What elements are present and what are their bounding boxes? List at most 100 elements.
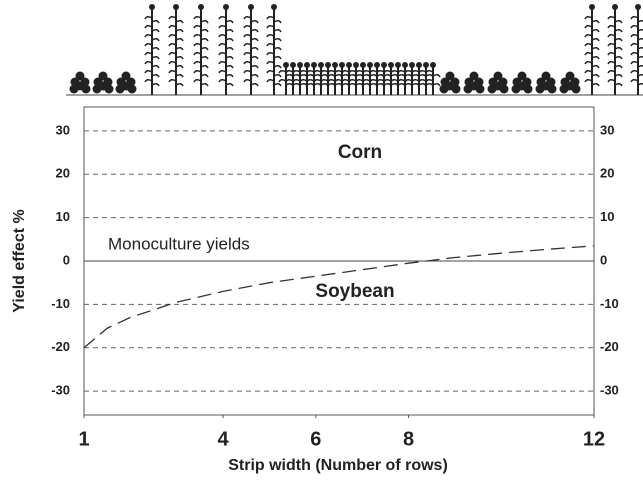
corn-icon [584, 51, 600, 60]
corn-icon [304, 62, 310, 68]
corn-icon [193, 78, 209, 87]
corn-icon [243, 15, 259, 24]
corn-icon [218, 15, 234, 24]
soy-icon [469, 81, 479, 91]
corn-icon [218, 42, 234, 51]
corn-icon [144, 42, 160, 51]
corn-icon [248, 4, 254, 10]
corn-icon [144, 60, 160, 69]
corn-icon [395, 62, 401, 68]
corn-icon [168, 51, 184, 60]
corn-icon [168, 78, 184, 87]
soy-icon [75, 81, 85, 91]
corn-icon [607, 51, 623, 60]
corn-icon [607, 15, 623, 24]
soy-icon [517, 81, 527, 91]
corn-icon [584, 24, 600, 33]
corn-icon [243, 51, 259, 60]
corn-icon [193, 33, 209, 42]
corn-icon [243, 78, 259, 87]
series-label: Soybean [315, 281, 394, 302]
corn-icon [144, 51, 160, 60]
corn-icon [607, 42, 623, 51]
y-tick-label: 20 [56, 166, 70, 181]
corn-icon [297, 62, 303, 68]
y-tick-label: 10 [600, 209, 614, 224]
corn-icon [290, 62, 296, 68]
corn-icon [584, 60, 600, 69]
corn-icon [612, 4, 618, 10]
series-label: Corn [338, 142, 382, 163]
corn-icon [168, 42, 184, 51]
x-tick-label: 1 [78, 428, 89, 450]
corn-icon [168, 15, 184, 24]
corn-icon [589, 4, 595, 10]
annotation: Monoculture yields [108, 234, 250, 253]
soy-icon [541, 81, 551, 91]
corn-icon [318, 62, 324, 68]
corn-icon [218, 33, 234, 42]
corn-icon [271, 4, 277, 10]
corn-icon [168, 24, 184, 33]
corn-icon [584, 15, 600, 24]
corn-icon [243, 24, 259, 33]
y-tick-label: -20 [51, 339, 70, 354]
corn-icon [584, 33, 600, 42]
corn-icon [381, 62, 387, 68]
corn-icon [149, 4, 155, 10]
corn-icon [223, 4, 229, 10]
corn-icon [193, 42, 209, 51]
corn-icon [584, 42, 600, 51]
corn-icon [630, 78, 643, 86]
corn-icon [353, 62, 359, 68]
corn-icon [630, 24, 643, 32]
corn-icon [311, 62, 317, 68]
x-tick-label: 12 [583, 428, 605, 450]
corn-icon [388, 62, 394, 68]
corn-icon [243, 69, 259, 78]
corn-icon [325, 62, 331, 68]
corn-icon [607, 24, 623, 33]
x-tick-label: 8 [403, 428, 414, 450]
soy-icon [121, 81, 131, 91]
corn-icon [266, 51, 282, 60]
corn-icon [425, 78, 441, 87]
corn-icon [409, 62, 415, 68]
corn-icon [144, 24, 160, 33]
y-tick-label: -10 [600, 296, 619, 311]
y-tick-label: 0 [600, 252, 607, 267]
soy-icon [565, 81, 575, 91]
soy-icon [75, 71, 85, 81]
corn-icon [332, 62, 338, 68]
corn-icon [339, 62, 345, 68]
corn-icon [630, 69, 643, 77]
y-tick-label: -30 [51, 383, 70, 398]
plant-icons [66, 4, 643, 96]
corn-icon [266, 78, 282, 87]
corn-icon [630, 33, 643, 41]
corn-icon [144, 69, 160, 78]
corn-icon [218, 60, 234, 69]
x-axis-label: Strip width (Number of rows) [228, 457, 448, 474]
corn-icon [144, 78, 160, 87]
soy-icon [121, 71, 131, 81]
corn-icon [367, 62, 373, 68]
corn-icon [374, 62, 380, 68]
corn-icon [243, 42, 259, 51]
corn-icon [243, 33, 259, 42]
corn-icon [630, 15, 643, 23]
corn-icon [193, 51, 209, 60]
corn-icon [168, 60, 184, 69]
corn-icon [266, 69, 282, 78]
corn-icon [144, 33, 160, 42]
soy-icon [517, 71, 527, 81]
corn-icon [266, 33, 282, 42]
corn-icon [423, 62, 429, 68]
corn-icon [173, 4, 179, 10]
corn-icon [630, 42, 643, 50]
corn-icon [198, 4, 204, 10]
soy-icon [541, 71, 551, 81]
soy-icon [565, 71, 575, 81]
x-tick-label: 4 [218, 428, 230, 450]
